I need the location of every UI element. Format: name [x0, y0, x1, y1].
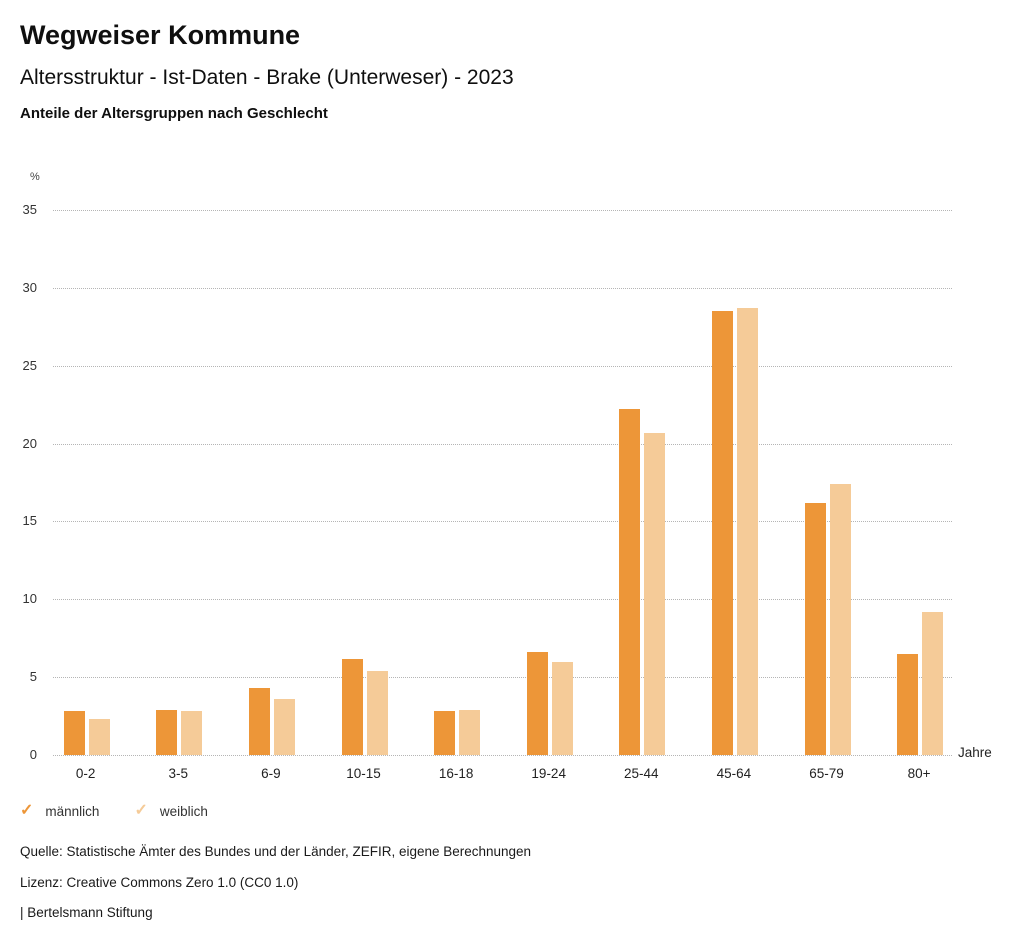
x-tick-label-25-44: 25-44	[624, 766, 659, 781]
bar-weiblich-6-9[interactable]	[273, 698, 295, 755]
x-axis-unit-label: Jahre	[958, 745, 992, 760]
bar-weiblich-3-5[interactable]	[181, 711, 203, 755]
bar-maennlich-65-79[interactable]	[804, 502, 826, 755]
bar-maennlich-16-18[interactable]	[434, 711, 456, 755]
checkmark-icon: ✓	[20, 802, 34, 819]
x-tick-label-19-24: 19-24	[531, 766, 566, 781]
legend-item-weiblich[interactable]: ✓ weiblich	[134, 803, 207, 819]
y-tick-label-10: 10	[22, 591, 37, 607]
y-tick-label-25: 25	[22, 357, 37, 373]
bar-maennlich-19-24[interactable]	[526, 652, 548, 755]
legend-label-maennlich: männlich	[45, 803, 100, 819]
bar-weiblich-19-24[interactable]	[551, 661, 573, 755]
gridline-10	[53, 599, 952, 601]
gridline-5	[53, 677, 952, 679]
chart-subtitle: Altersstruktur - Ist-Daten - Brake (Unte…	[20, 66, 514, 89]
gridline-30	[53, 287, 952, 289]
checkmark-icon: ✓	[134, 802, 148, 819]
x-tick-label-80+: 80+	[907, 766, 931, 781]
y-tick-label-35: 35	[22, 202, 37, 217]
bar-maennlich-3-5[interactable]	[156, 709, 178, 755]
attribution-line: | Bertelsmann Stiftung	[20, 905, 153, 920]
bar-maennlich-6-9[interactable]	[248, 688, 270, 755]
x-tick-label-10-15: 10-15	[346, 766, 381, 781]
gridline-35	[53, 210, 952, 211]
gridline-0	[53, 755, 952, 756]
bar-maennlich-80+[interactable]	[897, 653, 919, 755]
y-tick-label-20: 20	[22, 435, 37, 451]
bar-maennlich-45-64[interactable]	[711, 311, 733, 755]
bar-maennlich-25-44[interactable]	[619, 409, 641, 755]
y-tick-label-0: 0	[29, 747, 37, 762]
bar-weiblich-10-15[interactable]	[366, 670, 388, 755]
license-line: Lizenz: Creative Commons Zero 1.0 (CC0 1…	[20, 875, 299, 890]
y-axis-unit-label: %	[30, 171, 40, 183]
gridline-15	[53, 521, 952, 523]
x-tick-label-0-2: 0-2	[75, 766, 96, 781]
bar-maennlich-0-2[interactable]	[63, 711, 85, 755]
gridline-25	[53, 365, 952, 367]
y-tick-label-5: 5	[29, 669, 37, 685]
y-tick-label-30: 30	[22, 279, 37, 295]
x-tick-label-16-18: 16-18	[438, 766, 474, 781]
x-tick-label-65-79: 65-79	[809, 766, 844, 781]
app-title: Wegweiser Kommune	[20, 20, 301, 50]
bar-weiblich-0-2[interactable]	[88, 719, 110, 755]
gridline-20	[53, 443, 952, 445]
x-tick-label-45-64: 45-64	[716, 766, 752, 781]
bar-maennlich-10-15[interactable]	[341, 658, 363, 755]
legend-item-maennlich[interactable]: ✓ männlich	[20, 803, 99, 819]
bar-weiblich-45-64[interactable]	[736, 308, 758, 755]
legend-label-weiblich: weiblich	[159, 803, 208, 819]
x-tick-label-6-9: 6-9	[261, 766, 281, 781]
bar-weiblich-16-18[interactable]	[459, 709, 481, 755]
bar-weiblich-65-79[interactable]	[829, 484, 851, 755]
y-tick-label-15: 15	[22, 513, 37, 529]
x-tick-label-3-5: 3-5	[168, 766, 189, 781]
chart-caption: Anteile der Altersgruppen nach Geschlech…	[20, 105, 328, 122]
source-line: Quelle: Statistische Ämter des Bundes un…	[20, 844, 532, 859]
bar-weiblich-80+[interactable]	[922, 611, 944, 755]
bar-weiblich-25-44[interactable]	[644, 432, 666, 755]
chart-legend: ✓ männlich ✓ weiblich	[20, 803, 208, 819]
